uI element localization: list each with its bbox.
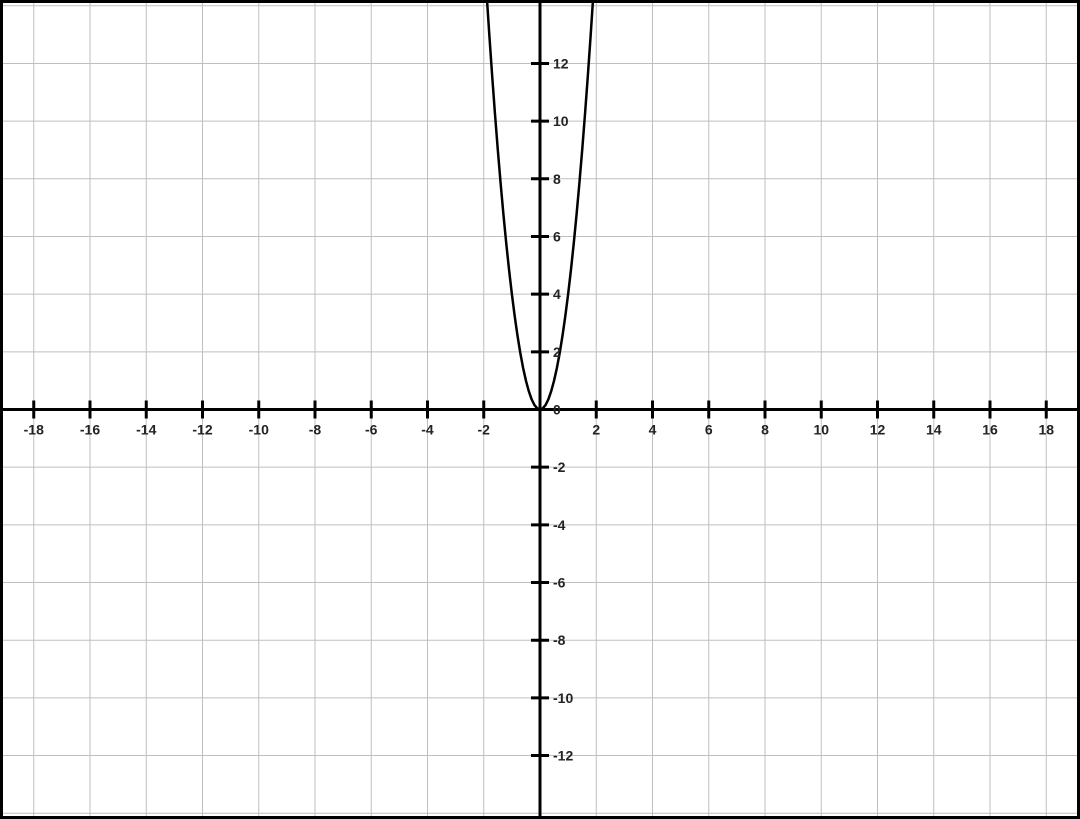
x-tick-label: -4: [421, 422, 434, 438]
y-tick-label: -10: [553, 690, 573, 706]
y-tick-label: 4: [553, 286, 561, 302]
x-tick-label: -14: [136, 422, 156, 438]
x-tick-label: 2: [592, 422, 600, 438]
x-tick-label: 8: [761, 422, 769, 438]
y-tick-label: 0: [553, 402, 561, 418]
x-tick-label: 18: [1038, 422, 1054, 438]
y-tick-label: -6: [553, 575, 566, 591]
y-tick-label: 10: [553, 113, 569, 129]
x-tick-label: 10: [813, 422, 829, 438]
coordinate-chart: -18 -16 -14 -12 -10 -8 -6 -4 -2 2 4 6 8 10 12 14 16 18 -12…: [0, 0, 1080, 819]
y-tick-label: -8: [553, 632, 566, 648]
x-tick-label: 14: [926, 422, 942, 438]
x-tick-label: -2: [478, 422, 491, 438]
x-tick-label: -10: [249, 422, 269, 438]
y-tick-label: -2: [553, 459, 566, 475]
x-tick-label: -16: [80, 422, 100, 438]
x-tick-label: -6: [365, 422, 378, 438]
y-tick-label: 8: [553, 171, 561, 187]
x-tick-label: -8: [309, 422, 322, 438]
x-tick-label: -12: [192, 422, 212, 438]
y-tick-label: -12: [553, 748, 573, 764]
x-tick-label: -18: [24, 422, 44, 438]
x-tick-label: 4: [649, 422, 657, 438]
x-tick-label: 12: [870, 422, 886, 438]
x-tick-label: 16: [982, 422, 998, 438]
x-tick-label: 6: [705, 422, 713, 438]
y-tick-label: -4: [553, 517, 566, 533]
y-tick-label: 2: [553, 344, 561, 360]
y-tick-label: 6: [553, 228, 561, 244]
y-tick-label: 12: [553, 55, 569, 71]
